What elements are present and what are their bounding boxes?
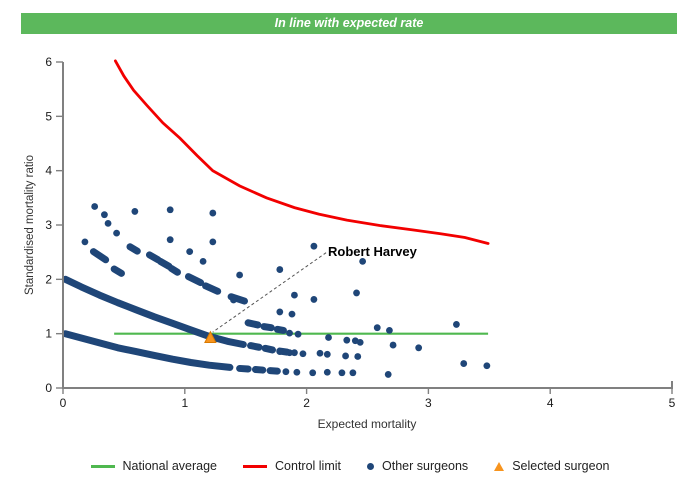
svg-text:3: 3 (425, 396, 432, 410)
legend-item-national-average: National average (90, 459, 218, 473)
chart-legend: National average Control limit Other sur… (0, 459, 700, 473)
other-surgeons-swatch (367, 462, 375, 470)
control-limit-swatch (243, 464, 268, 468)
svg-text:1: 1 (45, 327, 52, 341)
legend-item-selected-surgeon: Selected surgeon (494, 459, 609, 473)
status-banner: In line with expected rate (21, 13, 677, 34)
legend-label: Other surgeons (382, 459, 469, 473)
selected-surgeon-swatch (494, 461, 505, 471)
annotation-line (212, 252, 327, 333)
x-axis-title: Expected mortality (317, 417, 417, 431)
selected-surgeon-label: Robert Harvey (328, 244, 417, 259)
y-axis-title: Standardised mortality ratio (24, 155, 36, 295)
svg-text:5: 5 (669, 396, 676, 410)
svg-text:4: 4 (547, 396, 554, 410)
legend-label: National average (122, 459, 218, 473)
selected-surgeon-marker[interactable] (204, 330, 217, 343)
svg-text:0: 0 (60, 396, 67, 410)
legend-label: Control limit (275, 459, 342, 473)
legend-label: Selected surgeon (512, 459, 610, 473)
svg-text:4: 4 (45, 164, 52, 178)
control-limit-curve (114, 59, 490, 245)
legend-item-other-surgeons: Other surgeons (367, 459, 468, 473)
svg-text:6: 6 (45, 55, 52, 69)
other-surgeons-points (61, 203, 491, 378)
svg-text:2: 2 (45, 272, 52, 286)
svg-text:5: 5 (45, 109, 52, 123)
legend-item-control-limit: Control limit (243, 459, 341, 473)
svg-text:2: 2 (303, 396, 310, 410)
axes: 0 1 2 3 4 5 0 1 2 3 4 5 6 (45, 55, 675, 410)
svg-text:1: 1 (181, 396, 188, 410)
svg-text:0: 0 (45, 381, 52, 395)
svg-text:3: 3 (45, 218, 52, 232)
national-average-swatch (90, 464, 115, 468)
